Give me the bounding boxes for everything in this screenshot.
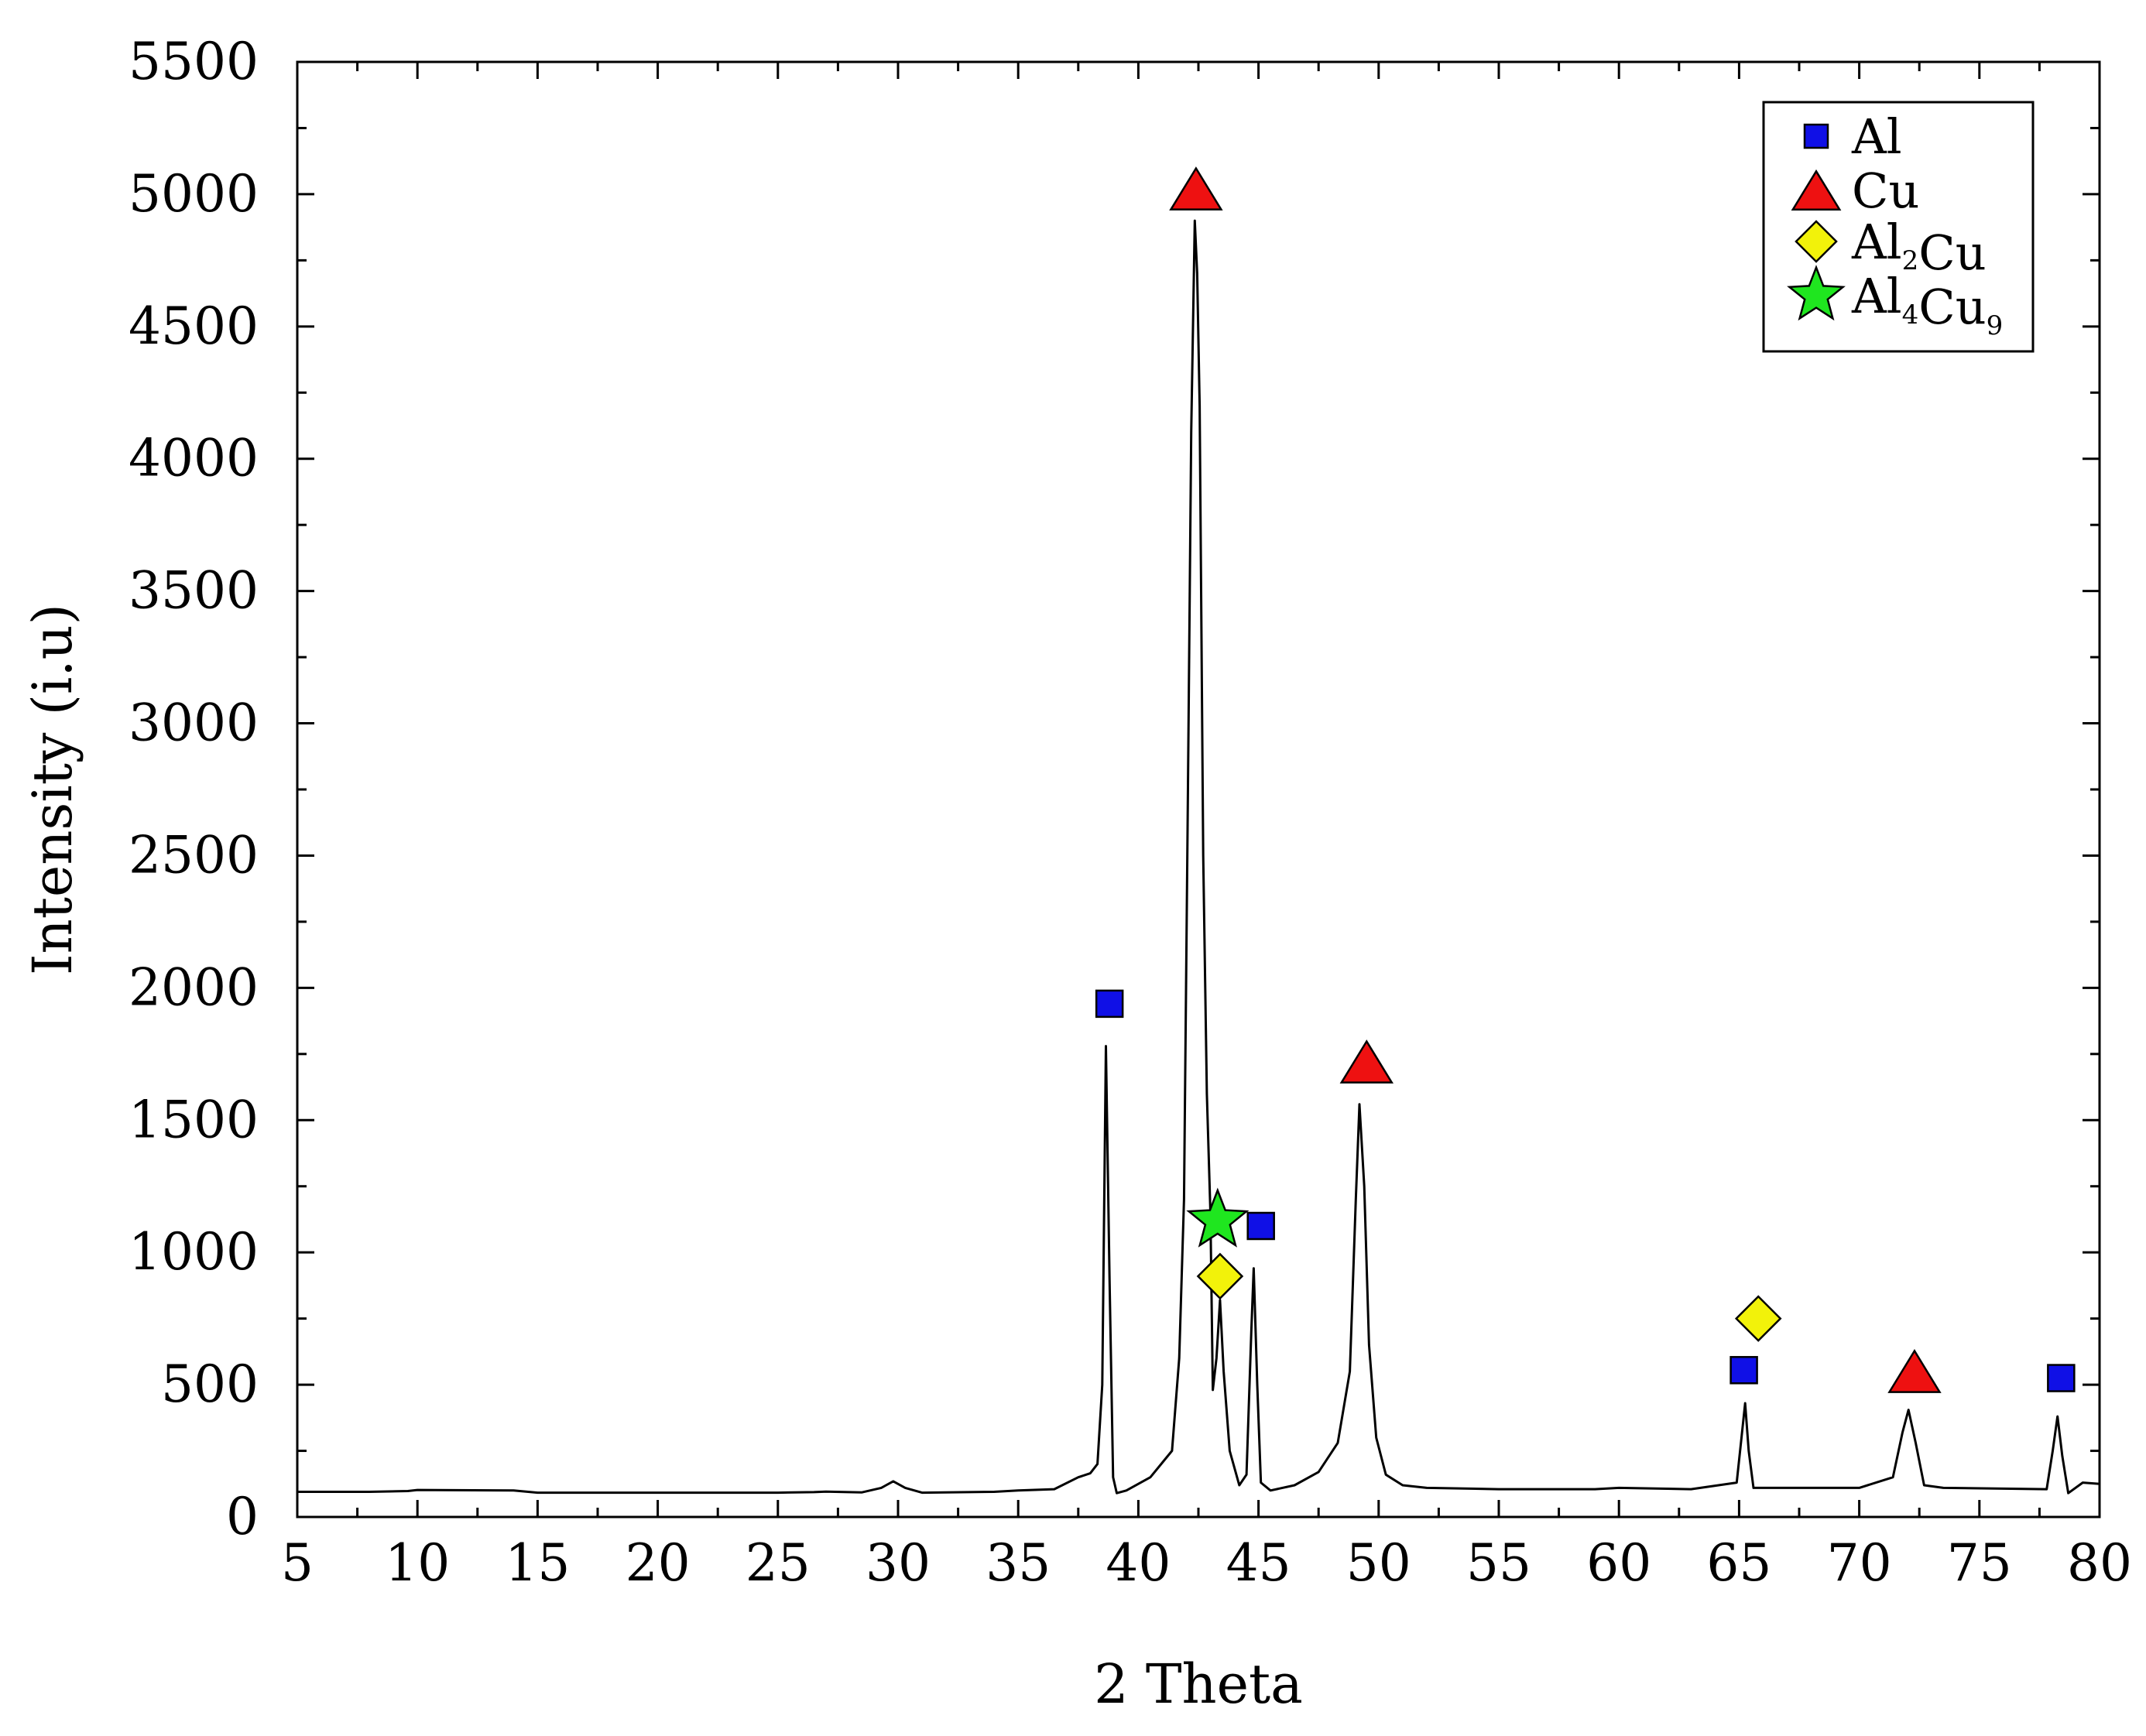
x-tick-label: 65 (1706, 1533, 1771, 1593)
y-tick-label: 3500 (129, 561, 259, 621)
phase-markers (1095, 166, 2076, 1393)
y-tick-label: 4000 (129, 429, 259, 488)
y-tick-label: 2500 (129, 825, 259, 885)
x-tick-labels: 5 10 15 20 25 30 35 40 45 50 55 60 65 70 75 80 (281, 1533, 2132, 1593)
y-tick-label: 5000 (129, 164, 259, 224)
x-tick-label: 50 (1346, 1533, 1411, 1593)
x-tick-label: 5 (281, 1533, 314, 1593)
legend-cu-marker (1791, 169, 1842, 211)
x-tick-label: 80 (2067, 1533, 2132, 1593)
x-tick-label: 45 (1226, 1533, 1291, 1593)
x-tick-label: 35 (986, 1533, 1051, 1593)
x-tick-label: 10 (385, 1533, 450, 1593)
x-axis-title: 2 Theta (1094, 1652, 1303, 1716)
x-tick-label: 20 (626, 1533, 691, 1593)
y-tick-label: 0 (226, 1487, 259, 1546)
y-tick-label: 500 (161, 1354, 259, 1414)
y-tick-label: 5500 (129, 32, 259, 91)
y-tick-label: 4500 (129, 296, 259, 356)
x-tick-label: 25 (746, 1533, 811, 1593)
legend-label: Al2Cu (1851, 214, 1987, 281)
axis-ticks (296, 60, 2101, 1519)
al4cu9-marker (1186, 1187, 1250, 1248)
al2cu-marker (1734, 1295, 1782, 1342)
legend-al2cu-marker (1795, 220, 1838, 263)
diffraction-trace (297, 219, 2100, 1495)
al-marker (1095, 989, 1124, 1019)
legend-al4cu9-marker (1787, 265, 1846, 321)
al-marker (1729, 1356, 1758, 1385)
y-tick-label: 3000 (129, 693, 259, 753)
x-tick-label: 15 (505, 1533, 570, 1593)
cu-marker (1339, 1039, 1394, 1084)
x-tick-label: 55 (1466, 1533, 1531, 1593)
x-tick-label: 70 (1827, 1533, 1892, 1593)
y-tick-labels: 0 500 1000 1500 2000 2500 3000 3500 4000 4500 5000… (129, 32, 259, 1546)
legend-label: Cu (1852, 163, 1919, 219)
cu-marker (1169, 166, 1223, 211)
y-tick-label: 1500 (129, 1090, 259, 1149)
legend-al-marker (1803, 123, 1829, 149)
cu-marker (1887, 1349, 1942, 1393)
y-tick-label: 2000 (129, 957, 259, 1017)
y-tick-label: 1000 (129, 1222, 259, 1282)
x-tick-label: 40 (1106, 1533, 1171, 1593)
al2cu-marker (1196, 1252, 1244, 1300)
al-marker (1246, 1211, 1275, 1241)
legend-label: Al4Cu9 (1851, 268, 2003, 341)
x-tick-label: 60 (1586, 1533, 1651, 1593)
x-tick-label: 30 (866, 1533, 931, 1593)
al-marker (2047, 1364, 2076, 1392)
y-axis-title: Intensity (i.u) (21, 604, 84, 975)
x-tick-label: 75 (1947, 1533, 2012, 1593)
legend-label: Al (1851, 108, 1902, 165)
